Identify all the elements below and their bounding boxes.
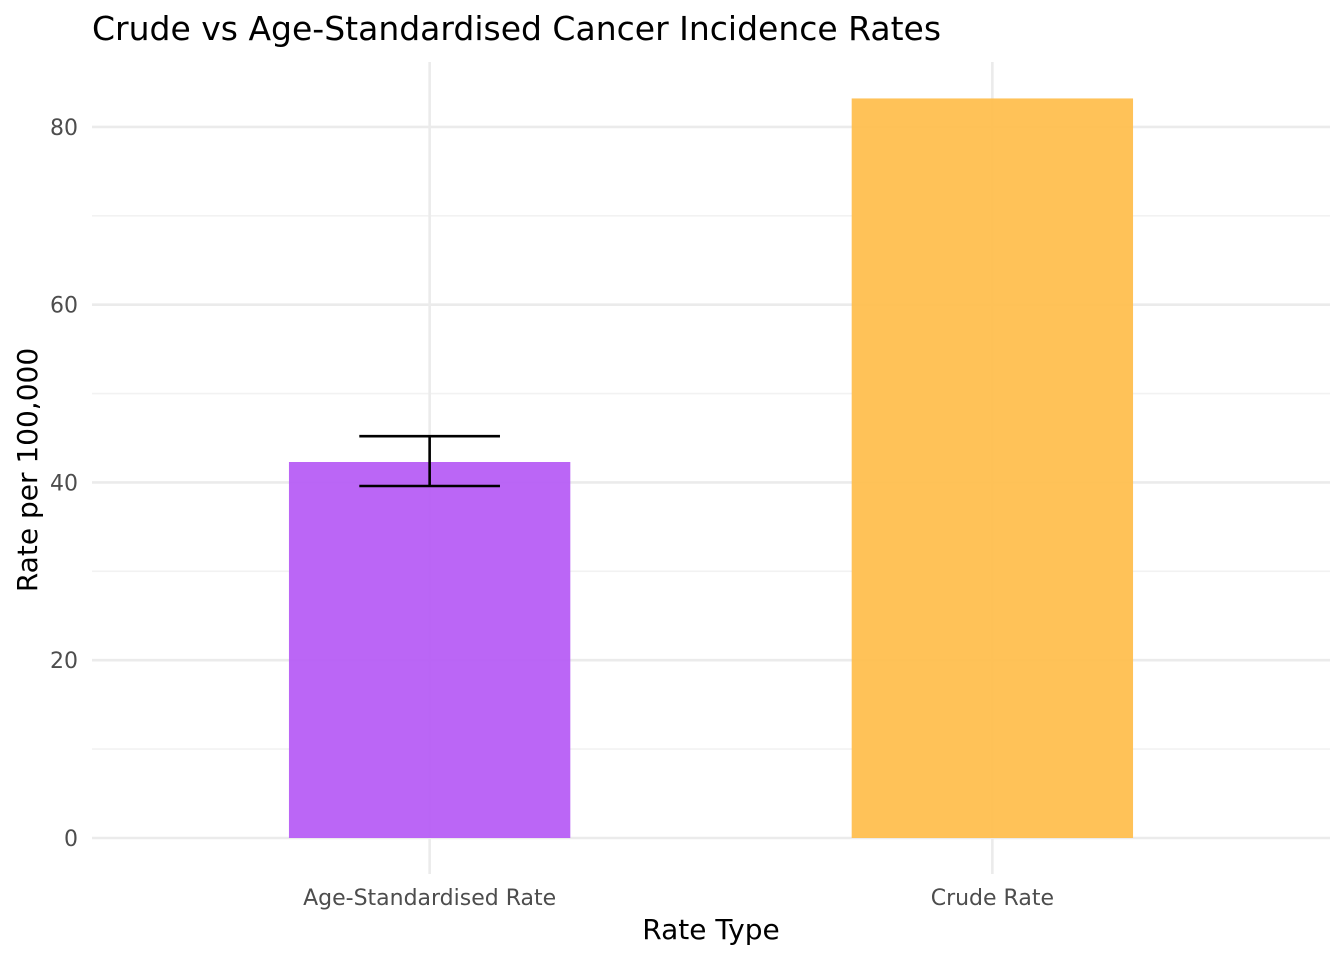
- y-tick-label: 40: [50, 471, 78, 496]
- x-axis-title: Rate Type: [642, 913, 779, 946]
- bar-crude-rate: [851, 98, 1134, 838]
- bars: [288, 98, 1134, 838]
- y-tick-label: 80: [50, 116, 78, 141]
- y-axis-ticks: 0 20 40 60 80: [50, 116, 78, 852]
- error-bar: [359, 434, 500, 488]
- x-tick-label: Crude Rate: [931, 886, 1054, 911]
- x-tick-label: Age-Standardised Rate: [303, 886, 556, 911]
- y-axis-title: Rate per 100,000: [11, 348, 44, 592]
- y-tick-label: 20: [50, 649, 78, 674]
- chart-title: Crude vs Age-Standardised Cancer Inciden…: [92, 9, 941, 48]
- y-tick-label: 60: [50, 294, 78, 319]
- error-bars: [359, 434, 500, 488]
- bar-age-standardised-rate: [288, 462, 571, 838]
- x-axis-ticks: Age-Standardised Rate Crude Rate: [303, 886, 1054, 911]
- grid: [92, 62, 1330, 874]
- y-tick-label: 0: [64, 827, 78, 852]
